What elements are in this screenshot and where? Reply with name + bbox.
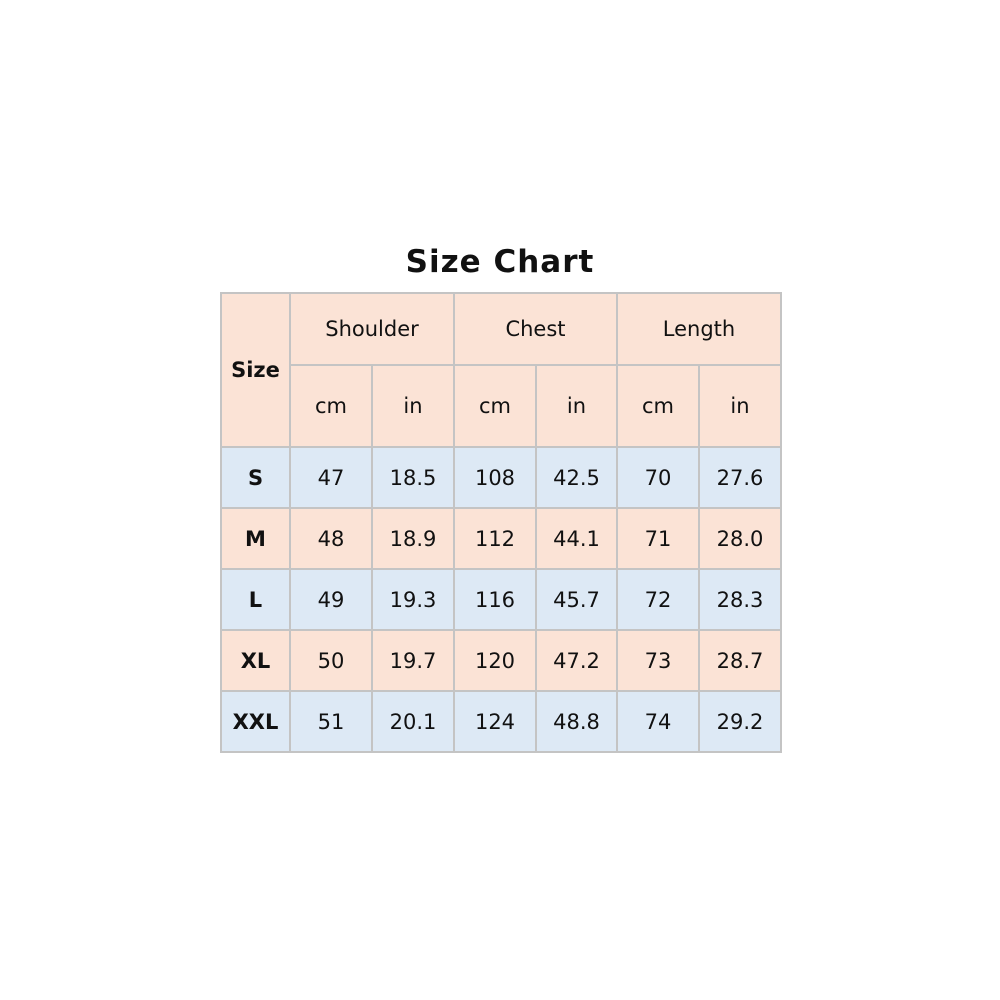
table-cell: 51: [289, 690, 373, 753]
table-cell: 28.3: [698, 568, 782, 631]
table-cell: 48: [289, 507, 373, 570]
table-row: M 48 18.9 112 44.1 71 28.0: [220, 507, 782, 570]
table-cell: 42.5: [535, 446, 618, 509]
table-row: XL 50 19.7 120 47.2 73 28.7: [220, 629, 782, 692]
table-cell: 47.2: [535, 629, 618, 692]
table-cell: 44.1: [535, 507, 618, 570]
table-cell: 47: [289, 446, 373, 509]
size-header: Size: [220, 292, 291, 448]
table-cell: 19.7: [371, 629, 455, 692]
table-cell: 72: [616, 568, 700, 631]
unit-header: cm: [616, 364, 700, 448]
unit-header: in: [371, 364, 455, 448]
size-label: S: [220, 446, 291, 509]
size-label: XXL: [220, 690, 291, 753]
header-row-groups: Size Shoulder Chest Length: [220, 292, 782, 448]
table-cell: 74: [616, 690, 700, 753]
group-header-length: Length: [616, 292, 782, 366]
table-row: XXL 51 20.1 124 48.8 74 29.2: [220, 690, 782, 753]
unit-header: in: [698, 364, 782, 448]
table-cell: 70: [616, 446, 700, 509]
header-row-units: cm in cm in cm in: [221, 364, 782, 448]
table-cell: 112: [453, 507, 537, 570]
table-cell: 27.6: [698, 446, 782, 509]
table-cell: 20.1: [371, 690, 455, 753]
table-cell: 73: [616, 629, 700, 692]
unit-header: cm: [453, 364, 537, 448]
table-cell: 19.3: [371, 568, 455, 631]
size-table: Size Shoulder Chest Length cm in cm in c…: [220, 292, 782, 753]
size-label: M: [220, 507, 291, 570]
table-row: S 47 18.5 108 42.5 70 27.6: [220, 446, 782, 509]
size-label: XL: [220, 629, 291, 692]
table-cell: 18.5: [371, 446, 455, 509]
table-cell: 18.9: [371, 507, 455, 570]
group-header-shoulder: Shoulder: [289, 292, 455, 366]
group-header-chest: Chest: [453, 292, 618, 366]
table-cell: 50: [289, 629, 373, 692]
table-cell: 29.2: [698, 690, 782, 753]
table-cell: 28.7: [698, 629, 782, 692]
table-cell: 48.8: [535, 690, 618, 753]
table-cell: 49: [289, 568, 373, 631]
table-cell: 28.0: [698, 507, 782, 570]
chart-title: Size Chart: [405, 244, 595, 280]
size-label: L: [220, 568, 291, 631]
table-row: L 49 19.3 116 45.7 72 28.3: [220, 568, 782, 631]
table-cell: 71: [616, 507, 700, 570]
unit-header: in: [535, 364, 618, 448]
table-cell: 124: [453, 690, 537, 753]
unit-header: cm: [289, 364, 373, 448]
table-cell: 120: [453, 629, 537, 692]
table-cell: 108: [453, 446, 537, 509]
table-cell: 45.7: [535, 568, 618, 631]
table-cell: 116: [453, 568, 537, 631]
